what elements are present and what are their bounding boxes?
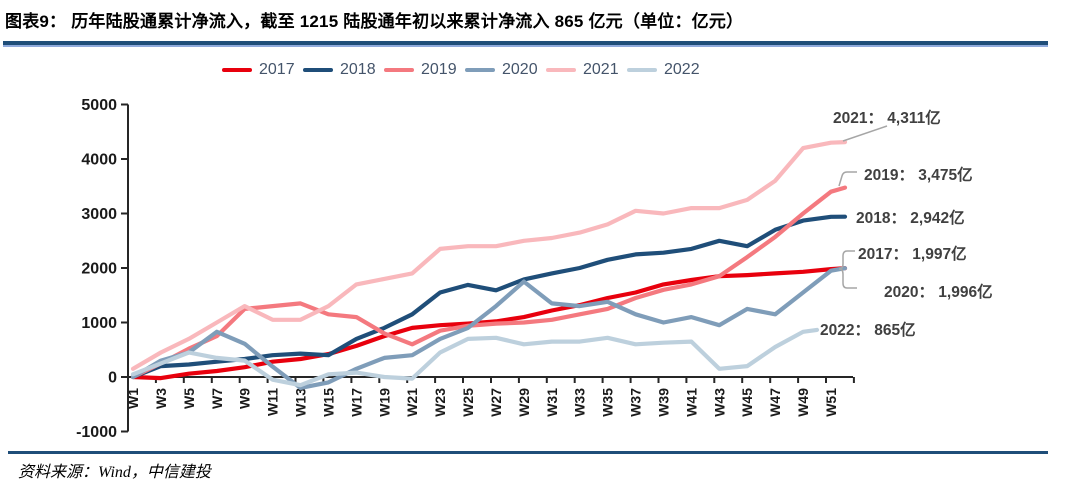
x-tick-label: W27 (488, 388, 504, 417)
series-line-2019 (130, 185, 848, 380)
x-tick-label: W31 (544, 388, 560, 417)
legend-label-2021: 2021 (583, 61, 619, 78)
x-tick-label: W25 (460, 388, 476, 417)
x-tick-label: W17 (348, 388, 364, 417)
y-tick-label: 4000 (81, 152, 117, 169)
series-line-2018 (130, 214, 848, 380)
x-tick-label: W15 (320, 388, 336, 417)
x-tick-label: W3 (153, 388, 169, 409)
y-tick-label: 2000 (81, 261, 117, 278)
legend-swatch-2019 (384, 67, 414, 73)
annotation-2018: 2018： 2,942亿 (856, 210, 965, 227)
x-tick-label: W7 (209, 388, 225, 409)
legend-swatch-2020 (465, 67, 495, 73)
x-tick-label: W9 (237, 388, 253, 409)
legend-swatch-2017 (222, 67, 252, 73)
legend-swatch-2018 (303, 67, 333, 73)
legend-item-2022: 2022 (627, 61, 708, 79)
legend-item-2017: 2017 (222, 61, 303, 79)
legend-swatch-2022 (627, 67, 657, 73)
y-tick-label: 5000 (81, 97, 117, 114)
title-divider (3, 41, 1048, 47)
annotation-2020: 2020： 1,996亿 (884, 284, 993, 301)
legend-label-2020: 2020 (502, 61, 538, 78)
figure-title: 图表9： 历年陆股通累计净流入，截至 1215 陆股通年初以来累计净流入 865… (5, 7, 1065, 32)
leader-brace-2017-2020 (838, 250, 857, 289)
x-tick-label: W21 (404, 388, 420, 417)
footer-divider (8, 451, 1048, 454)
leader-2019 (838, 171, 857, 187)
x-tick-label: W47 (767, 388, 783, 417)
series-line-2021 (130, 140, 848, 371)
x-tick-label: W43 (711, 388, 727, 417)
x-tick-label: W39 (656, 388, 672, 417)
series-line-2022 (130, 327, 820, 388)
x-tick-label: W23 (432, 388, 448, 417)
x-tick-label: W11 (265, 388, 281, 416)
legend-label-2018: 2018 (340, 61, 376, 78)
x-tick-label: W29 (516, 388, 532, 417)
chart-legend: 2017 2018 2019 2020 2021 2022 (222, 61, 708, 79)
x-tick-label: W41 (683, 388, 699, 417)
legend-item-2020: 2020 (465, 61, 546, 79)
legend-swatch-2021 (546, 67, 576, 73)
annotation-2017: 2017： 1,997亿 (858, 246, 967, 263)
x-tick-label: W51 (823, 388, 839, 417)
leader-2021 (842, 125, 888, 142)
annotation-2021: 2021： 4,311亿 (833, 110, 941, 127)
annotation-2022: 2022： 865亿 (820, 322, 916, 339)
figure-title-text: 历年陆股通累计净流入，截至 1215 陆股通年初以来累计净流入 865 亿元（单… (71, 12, 744, 31)
x-tick-label: W19 (376, 388, 392, 417)
data-source: 资料来源：Wind，中信建投 (18, 464, 211, 481)
legend-item-2021: 2021 (546, 61, 627, 79)
annotation-2019: 2019： 3,475亿 (864, 167, 973, 184)
legend-item-2018: 2018 (303, 61, 384, 79)
x-tick-label: W33 (572, 388, 588, 417)
legend-label-2019: 2019 (421, 61, 457, 78)
x-tick-label: W49 (795, 388, 811, 417)
x-tick-label: W1 (125, 388, 141, 409)
legend-label-2022: 2022 (664, 61, 700, 78)
y-tick-label: -1000 (76, 424, 117, 441)
x-tick-label: W5 (181, 388, 197, 409)
y-tick-label: 0 (108, 370, 117, 387)
figure-title-prefix: 图表9： (5, 12, 67, 31)
x-tick-label: W37 (628, 388, 644, 417)
x-tick-label: W13 (293, 388, 309, 417)
y-tick-label: 3000 (81, 206, 117, 223)
legend-label-2017: 2017 (259, 61, 295, 78)
legend-item-2019: 2019 (384, 61, 465, 79)
x-tick-label: W35 (600, 388, 616, 417)
y-tick-label: 1000 (81, 315, 117, 332)
series-line-2020 (130, 266, 848, 390)
x-tick-label: W45 (739, 388, 755, 417)
